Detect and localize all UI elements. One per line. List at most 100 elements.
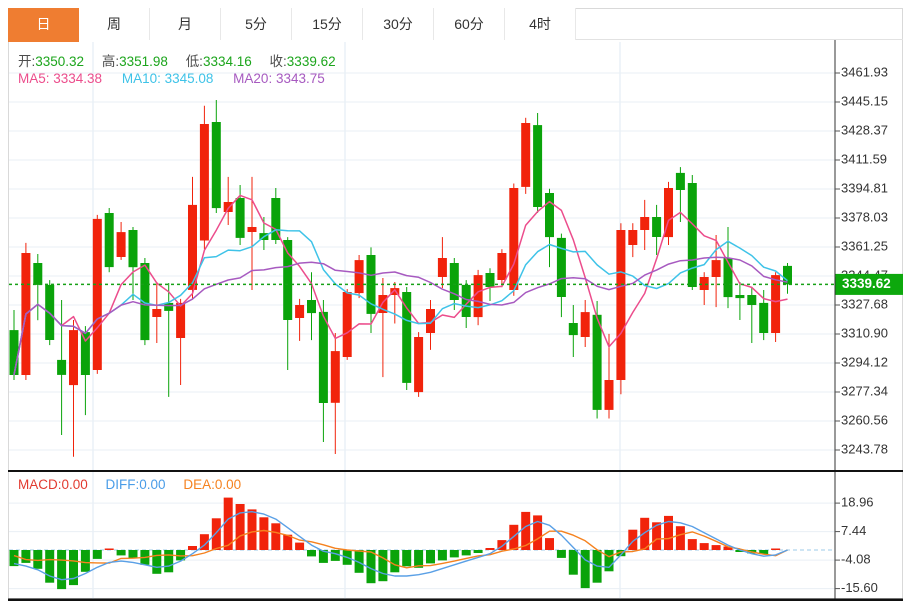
candle-up	[521, 117, 531, 194]
macd-bar	[604, 550, 614, 572]
macd-bar	[116, 550, 126, 556]
macd-bar	[271, 523, 281, 550]
axis-tick-label: 3361.25	[841, 238, 888, 253]
macd-bar	[128, 550, 138, 559]
macd-bar	[675, 526, 685, 550]
candle-up	[152, 282, 162, 343]
candle-down	[592, 301, 602, 419]
axis-tick-label: 3411.59	[841, 151, 887, 166]
tab-4hour[interactable]: 4时	[505, 8, 576, 40]
macd-bar	[616, 550, 626, 557]
high-label: 高:	[101, 54, 120, 69]
ma20-line	[13, 256, 788, 376]
panel-separator	[8, 470, 903, 472]
candle-down	[568, 305, 578, 357]
candle-down	[235, 185, 245, 245]
macd-bar	[354, 550, 364, 573]
candle-up	[176, 298, 186, 385]
high-value: 3351.98	[119, 54, 168, 69]
macd-bar	[628, 529, 638, 550]
macd-bar	[473, 550, 483, 553]
candle-up	[390, 282, 400, 324]
macd-bar	[640, 517, 650, 550]
macd-bar	[699, 543, 709, 550]
candle-down	[140, 258, 150, 346]
macd-layer	[9, 497, 788, 590]
candle-down	[402, 287, 412, 390]
dea-value: DEA:0.00	[183, 477, 242, 492]
candle-down	[271, 188, 281, 244]
candle-down	[283, 237, 293, 370]
candle-down	[652, 204, 662, 255]
current-price-badge: 3339.62	[835, 273, 903, 295]
candle-down	[33, 254, 43, 321]
macd-bar	[80, 550, 90, 572]
macd-bar	[211, 518, 221, 550]
axis-tick-label: 3294.12	[841, 354, 888, 369]
macd-bar	[580, 550, 590, 589]
axis-tick-label: 3327.68	[841, 296, 888, 311]
macd-bar	[402, 550, 412, 567]
timeframe-tabbar: 日周月 5分 15分 30分 60分 4时	[8, 8, 903, 42]
axis-tick-label: 3378.03	[841, 209, 888, 224]
ma5-line	[13, 194, 788, 376]
candle-up	[711, 235, 721, 308]
candle-up	[771, 272, 781, 342]
ma20-value: MA20: 3343.75	[233, 71, 325, 86]
macd-bar	[9, 550, 19, 567]
macd-bar	[33, 550, 43, 569]
axis-tick-label: -4.08	[841, 552, 871, 567]
ohlc-legend: 开:3350.32 高:3351.98 低:3334.16 收:3339.62	[18, 50, 350, 70]
tab-60min[interactable]: 60分	[434, 8, 505, 40]
diff-value: DIFF:0.00	[105, 477, 166, 492]
tab-30min[interactable]: 30分	[363, 8, 434, 40]
low-value: 3334.16	[202, 54, 252, 69]
macd-bar	[164, 550, 174, 573]
candle-down	[556, 233, 566, 318]
macd-bar	[366, 550, 376, 584]
macd-bar	[21, 550, 31, 563]
ma5-value: MA5: 3334.38	[18, 71, 103, 86]
candle-up	[378, 278, 388, 378]
diff-line	[13, 511, 788, 581]
candle-up	[580, 300, 590, 347]
macd-bar	[378, 550, 388, 582]
macd-bar	[545, 538, 554, 550]
macd-bar	[307, 550, 316, 557]
low-label: 低:	[185, 54, 203, 69]
macd-bar	[723, 546, 733, 550]
candle-down	[57, 300, 67, 435]
macd-bar	[771, 548, 781, 550]
macd-bar	[283, 534, 293, 550]
close-label: 收:	[269, 54, 287, 69]
candle-up	[188, 176, 197, 300]
tab-month[interactable]: 月	[150, 8, 221, 40]
candle-down	[723, 227, 733, 309]
axis-tick-label: 3277.34	[841, 383, 888, 398]
macd-bar	[759, 550, 769, 554]
axis-tick-label: -15.60	[841, 580, 878, 595]
candle-down	[687, 175, 697, 290]
tab-15min[interactable]: 15分	[292, 8, 363, 40]
macd-bar	[295, 542, 305, 550]
macd-bar	[390, 550, 400, 573]
macd-bar	[45, 550, 55, 583]
macd-value: MACD:0.00	[18, 477, 88, 492]
axis-tick-label: 18.96	[841, 495, 874, 510]
candle-up	[699, 272, 709, 305]
open-value: 3350.32	[35, 54, 85, 69]
macd-bar	[652, 522, 662, 550]
candle-up	[354, 255, 364, 299]
tab-day[interactable]: 日	[8, 8, 79, 42]
ma-legend: MA5: 3334.38 MA10: 3345.08 MA20: 3343.75	[18, 71, 325, 86]
tab-5min[interactable]: 5分	[221, 8, 292, 40]
macd-bar	[556, 550, 566, 558]
candle-up	[342, 289, 352, 360]
grid-layer	[9, 42, 835, 599]
candle-up	[92, 214, 102, 374]
axis-tick-label: 7.44	[841, 523, 866, 538]
candle-up	[664, 181, 673, 245]
tab-week[interactable]: 周	[79, 8, 150, 40]
macd-bar	[735, 550, 745, 552]
